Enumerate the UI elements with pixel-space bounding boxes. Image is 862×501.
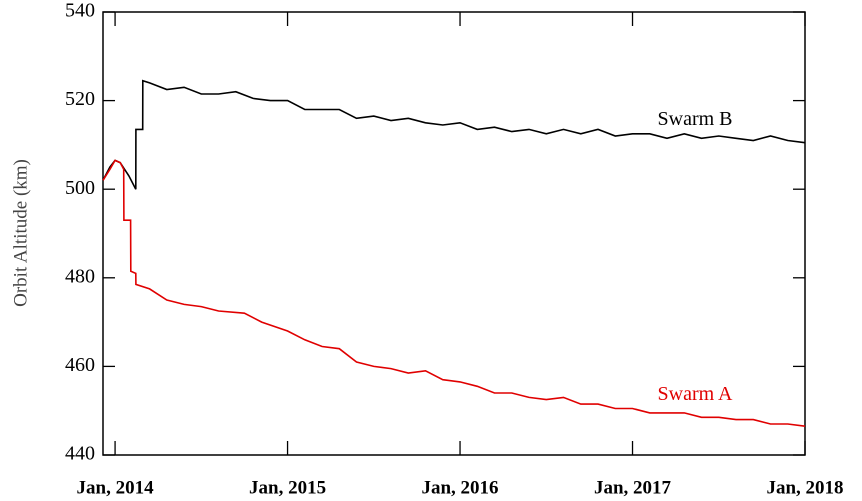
- y-axis-label: Orbit Altitude (km): [10, 159, 31, 307]
- y-tick-label: 460: [65, 354, 95, 376]
- series-line: [102, 79, 806, 190]
- series-label: Swarm B: [658, 108, 733, 130]
- series-label: Swarm A: [658, 383, 734, 405]
- x-tick-label: Jan, 2016: [421, 477, 498, 498]
- x-tick-label: Jan, 2017: [594, 477, 672, 498]
- x-tick-label: Jan, 2015: [249, 477, 326, 498]
- y-tick-label: 540: [65, 0, 95, 22]
- series-line: [102, 159, 806, 427]
- plot-frame: [102, 11, 806, 456]
- y-tick-label: 480: [65, 265, 95, 287]
- y-tick-label: 440: [65, 443, 95, 465]
- y-tick-label: 520: [65, 88, 95, 110]
- x-tick-label: Jan, 2018: [766, 477, 843, 498]
- y-tick-label: 500: [65, 177, 95, 199]
- x-tick-label: Jan, 2014: [77, 477, 155, 498]
